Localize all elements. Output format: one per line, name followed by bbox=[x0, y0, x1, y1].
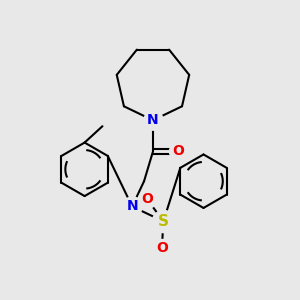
Text: N: N bbox=[147, 113, 159, 127]
Text: O: O bbox=[141, 192, 153, 206]
Text: S: S bbox=[158, 214, 169, 229]
Text: O: O bbox=[172, 145, 184, 158]
Text: O: O bbox=[156, 241, 168, 255]
Text: N: N bbox=[126, 200, 138, 214]
